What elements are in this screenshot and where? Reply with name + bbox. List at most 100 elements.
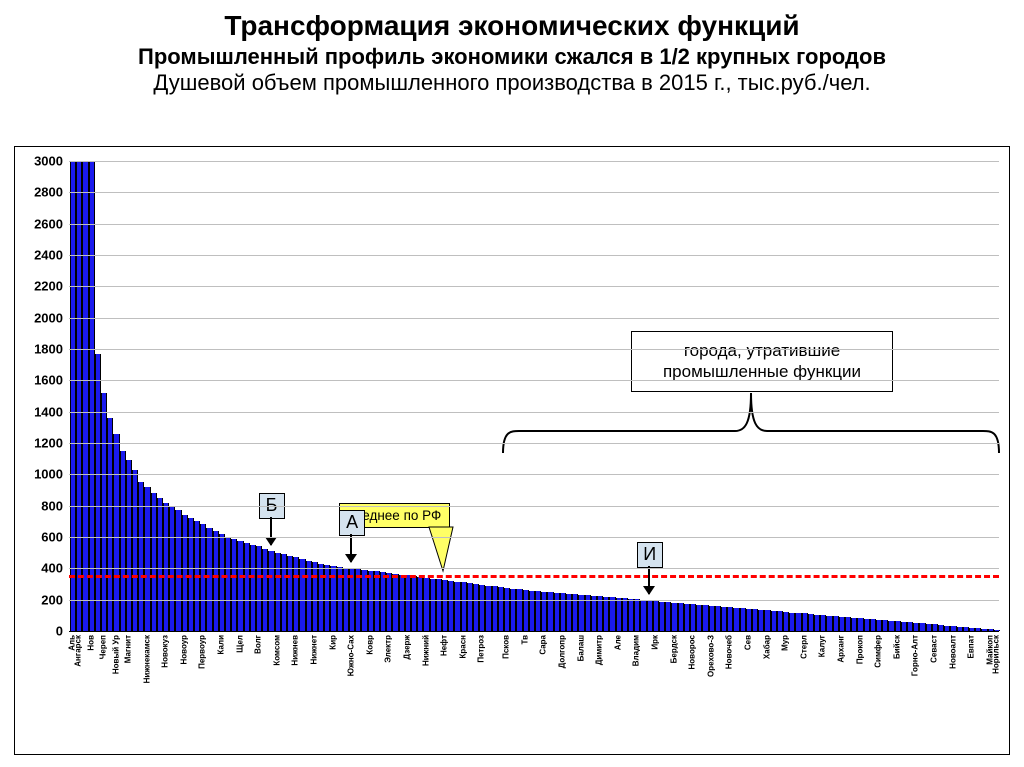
y-tick-label: 200 bbox=[41, 592, 69, 607]
overlay-layer: среднее по РФБАИгорода, утратившиепромыш… bbox=[69, 161, 999, 631]
chart-frame: среднее по РФБАИгорода, утратившиепромыш… bbox=[14, 146, 1010, 755]
grid-line bbox=[69, 537, 999, 538]
x-tick-label: Петроз bbox=[477, 635, 486, 663]
x-tick-label: Череп bbox=[99, 635, 108, 659]
y-tick-label: 2200 bbox=[34, 279, 69, 294]
title-line-3: Душевой объем промышленного производства… bbox=[20, 70, 1004, 96]
x-tick-label: Магнит bbox=[123, 635, 132, 663]
brace bbox=[503, 393, 999, 458]
x-tick-label: Первоур bbox=[198, 635, 207, 669]
x-tick-label: Симфер bbox=[874, 635, 883, 668]
y-tick-label: 600 bbox=[41, 530, 69, 545]
average-pointer bbox=[429, 527, 469, 582]
y-tick-label: 1600 bbox=[34, 373, 69, 388]
x-tick-label: Комсом bbox=[272, 635, 281, 666]
x-tick-label: Горно-Алт bbox=[911, 635, 920, 676]
x-tick-label: Нижнев bbox=[291, 635, 300, 666]
x-tick-label: Мур bbox=[781, 635, 790, 651]
x-tick-label: Новорос bbox=[688, 635, 697, 669]
x-tick-label: Волг bbox=[254, 635, 263, 654]
grid-line bbox=[69, 506, 999, 507]
x-tick-label: Ковр bbox=[365, 635, 374, 655]
marker-И: И bbox=[637, 542, 663, 568]
x-tick-label: Щел bbox=[235, 635, 244, 653]
x-tick-label: Але bbox=[613, 635, 622, 650]
x-tick-label: Владим bbox=[632, 635, 641, 666]
grid-line bbox=[69, 600, 999, 601]
x-tick-label: Красн bbox=[458, 635, 467, 659]
x-tick-label: Электр bbox=[384, 635, 393, 663]
x-tick-label: Новоалт bbox=[948, 635, 957, 669]
x-tick-label: Сев bbox=[743, 635, 752, 650]
x-tick-label: Нижнет bbox=[309, 635, 318, 664]
x-tick-label: Нижний bbox=[421, 635, 430, 666]
marker-arrow bbox=[648, 566, 650, 594]
y-tick-label: 1200 bbox=[34, 436, 69, 451]
x-tick-label: Нов bbox=[86, 635, 95, 651]
x-tick-label: Кир bbox=[328, 635, 337, 650]
chart-titles: Трансформация экономических функций Пром… bbox=[0, 0, 1024, 100]
x-tick-label: Балаш bbox=[576, 635, 585, 661]
x-tick-label: Стерл bbox=[799, 635, 808, 659]
grid-line bbox=[69, 631, 999, 632]
x-tick-label: Калуг bbox=[818, 635, 827, 657]
title-line-2: Промышленный профиль экономики сжался в … bbox=[20, 44, 1004, 70]
grid-line bbox=[69, 380, 999, 381]
x-tick-label: Бийск bbox=[892, 635, 901, 659]
grid-line bbox=[69, 318, 999, 319]
x-tick-label: Прокоп bbox=[855, 635, 864, 664]
x-tick-label: Евпат bbox=[967, 635, 976, 658]
plot-area: среднее по РФБАИгорода, утратившиепромыш… bbox=[69, 161, 999, 631]
x-tick-label: Хабар bbox=[762, 635, 771, 659]
x-tick-label: Тв bbox=[520, 635, 529, 645]
marker-arrow bbox=[270, 517, 272, 545]
y-tick-label: 1800 bbox=[34, 342, 69, 357]
grid-line bbox=[69, 412, 999, 413]
x-tick-label: Норильск bbox=[991, 635, 1000, 674]
x-tick-label: Южно-Сах bbox=[347, 635, 356, 676]
y-tick-label: 1000 bbox=[34, 467, 69, 482]
grid-line bbox=[69, 224, 999, 225]
y-tick-label: 2800 bbox=[34, 185, 69, 200]
x-tick-label: Ангарск bbox=[74, 635, 83, 667]
grid-line bbox=[69, 474, 999, 475]
x-tick-label: Дзерж bbox=[402, 635, 411, 660]
grid-line bbox=[69, 192, 999, 193]
grid-line bbox=[69, 286, 999, 287]
y-tick-label: 400 bbox=[41, 561, 69, 576]
grid-line bbox=[69, 255, 999, 256]
x-tick-label: Бердск bbox=[669, 635, 678, 663]
marker-arrow bbox=[350, 534, 352, 562]
average-line bbox=[69, 575, 999, 578]
grid-line bbox=[69, 161, 999, 162]
y-tick-label: 2600 bbox=[34, 216, 69, 231]
x-tick-label: Новочеб bbox=[725, 635, 734, 669]
y-tick-label: 3000 bbox=[34, 154, 69, 169]
x-tick-label: Арханг bbox=[836, 635, 845, 663]
x-axis-labels: АльАнгарскНовЧерепНовый УрМагнитНижнекам… bbox=[69, 635, 999, 743]
y-tick-label: 2000 bbox=[34, 310, 69, 325]
annotation-callout: города, утратившиепромышленные функции bbox=[631, 331, 893, 392]
x-tick-label: Псков bbox=[502, 635, 511, 659]
x-tick-label: Нефт bbox=[440, 635, 449, 656]
title-line-1: Трансформация экономических функций bbox=[20, 10, 1004, 42]
y-tick-label: 800 bbox=[41, 498, 69, 513]
y-tick-label: 1400 bbox=[34, 404, 69, 419]
x-tick-label: Орехово-З bbox=[706, 635, 715, 677]
grid-line bbox=[69, 349, 999, 350]
x-tick-label: Сара bbox=[539, 635, 548, 655]
x-tick-label: Димитр bbox=[595, 635, 604, 665]
x-tick-label: Долгопр bbox=[557, 635, 566, 668]
x-tick-label: Новый Ур bbox=[111, 635, 120, 674]
x-tick-label: Ирк bbox=[650, 635, 659, 650]
x-tick-label: Нижнекамск bbox=[142, 635, 151, 683]
grid-line bbox=[69, 568, 999, 569]
y-tick-label: 2400 bbox=[34, 248, 69, 263]
page: Трансформация экономических функций Пром… bbox=[0, 0, 1024, 767]
x-tick-label: Новокуз bbox=[161, 635, 170, 668]
x-tick-label: Севаст bbox=[929, 635, 938, 663]
x-tick-label: Новоур bbox=[179, 635, 188, 665]
grid-line bbox=[69, 443, 999, 444]
x-tick-label: Кали bbox=[216, 635, 225, 654]
marker-А: А bbox=[339, 510, 365, 536]
